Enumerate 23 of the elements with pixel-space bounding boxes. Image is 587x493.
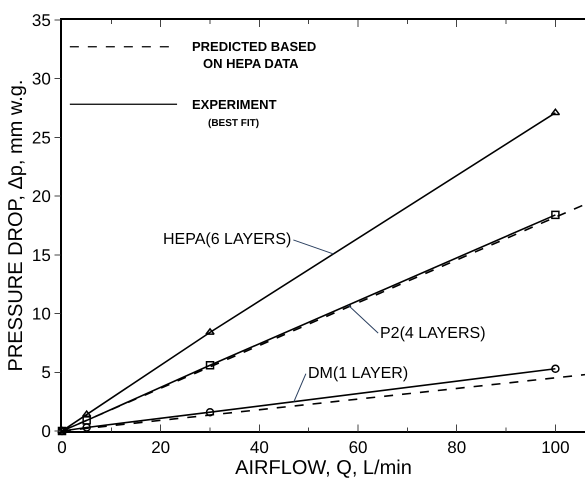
series-label: DM(1 LAYER) [308, 365, 408, 382]
y-tick-label: 35 [32, 10, 51, 30]
x-tick-label: 40 [250, 438, 269, 458]
series-label: P2(4 LAYERS) [380, 325, 486, 342]
series-label: HEPA(6 LAYERS) [163, 231, 292, 248]
y-tick-label: 15 [32, 246, 51, 265]
x-tick-label: 100 [541, 438, 570, 458]
x-tick-label: 0 [57, 438, 67, 458]
y-tick-label: 20 [32, 187, 51, 206]
y-tick-label: 25 [32, 128, 51, 148]
y-tick-label: 10 [32, 304, 51, 324]
x-tick-label: 20 [151, 438, 170, 458]
x-tick-label: 60 [348, 438, 368, 458]
annotation: PREDICTED BASED [192, 39, 316, 54]
x-axis-title: AIRFLOW, Q, L/min [235, 457, 412, 480]
annotation: (BEST FIT) [208, 118, 260, 129]
annotation: EXPERIMENT [192, 97, 277, 112]
y-tick-label: 30 [32, 70, 51, 89]
annotation: ON HEPA DATA [203, 56, 300, 71]
y-tick-label: 5 [41, 363, 51, 382]
x-tick-label: 80 [447, 438, 466, 458]
y-tick-label: 0 [41, 422, 51, 441]
y-axis-title: PRESSURE DROP, Δp, mm w.g. [4, 80, 27, 372]
